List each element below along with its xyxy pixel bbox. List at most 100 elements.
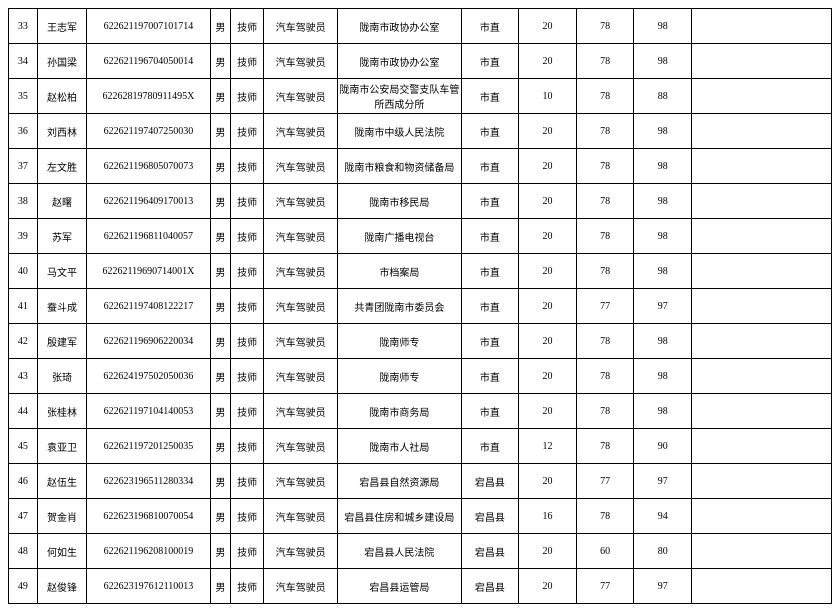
cell-idx: 45 — [9, 429, 38, 464]
cell-unit: 共青团陇南市委员会 — [338, 289, 461, 324]
cell-id: 622623197612110013 — [87, 569, 210, 604]
cell-id: 622623196511280334 — [87, 464, 210, 499]
cell-name: 赵松柏 — [37, 79, 86, 114]
cell-blank — [692, 114, 832, 149]
cell-name: 孙国梁 — [37, 44, 86, 79]
cell-s1: 20 — [519, 9, 577, 44]
cell-level: 技师 — [231, 569, 264, 604]
cell-idx: 43 — [9, 359, 38, 394]
cell-sex: 男 — [210, 79, 231, 114]
cell-idx: 41 — [9, 289, 38, 324]
cell-level: 技师 — [231, 499, 264, 534]
cell-s1: 20 — [519, 534, 577, 569]
cell-idx: 42 — [9, 324, 38, 359]
cell-job: 汽车驾驶员 — [264, 184, 338, 219]
cell-blank — [692, 394, 832, 429]
cell-name: 左文胜 — [37, 149, 86, 184]
cell-job: 汽车驾驶员 — [264, 324, 338, 359]
cell-s3: 97 — [634, 464, 692, 499]
cell-idx: 35 — [9, 79, 38, 114]
cell-id: 622621196906220034 — [87, 324, 210, 359]
cell-name: 苏军 — [37, 219, 86, 254]
table-row: 33王志军622621197007101714男技师汽车驾驶员陇南市政协办公室市… — [9, 9, 832, 44]
cell-level: 技师 — [231, 464, 264, 499]
cell-s2: 78 — [576, 114, 634, 149]
cell-name: 张琦 — [37, 359, 86, 394]
cell-s2: 60 — [576, 534, 634, 569]
cell-unit: 陇南市商务局 — [338, 394, 461, 429]
cell-area: 市直 — [461, 289, 519, 324]
table-row: 46赵伍生622623196511280334男技师汽车驾驶员宕昌县自然资源局宕… — [9, 464, 832, 499]
cell-sex: 男 — [210, 219, 231, 254]
cell-sex: 男 — [210, 289, 231, 324]
cell-name: 赵伍生 — [37, 464, 86, 499]
table-row: 35赵松柏62262819780911495X男技师汽车驾驶员陇南市公安局交警支… — [9, 79, 832, 114]
cell-s3: 98 — [634, 254, 692, 289]
cell-id: 622621197407250030 — [87, 114, 210, 149]
cell-s3: 98 — [634, 149, 692, 184]
cell-name: 何如生 — [37, 534, 86, 569]
cell-area: 市直 — [461, 324, 519, 359]
cell-s2: 78 — [576, 219, 634, 254]
table-body: 33王志军622621197007101714男技师汽车驾驶员陇南市政协办公室市… — [9, 9, 832, 604]
cell-idx: 48 — [9, 534, 38, 569]
cell-s3: 98 — [634, 359, 692, 394]
cell-level: 技师 — [231, 359, 264, 394]
cell-idx: 34 — [9, 44, 38, 79]
table-row: 36刘西林622621197407250030男技师汽车驾驶员陇南市中级人民法院… — [9, 114, 832, 149]
table-row: 41蚕斗成622621197408122217男技师汽车驾驶员共青团陇南市委员会… — [9, 289, 832, 324]
cell-idx: 33 — [9, 9, 38, 44]
cell-area: 市直 — [461, 44, 519, 79]
cell-idx: 44 — [9, 394, 38, 429]
cell-s2: 78 — [576, 9, 634, 44]
cell-name: 袁亚卫 — [37, 429, 86, 464]
cell-id: 622621196811040057 — [87, 219, 210, 254]
cell-s1: 10 — [519, 79, 577, 114]
cell-blank — [692, 79, 832, 114]
cell-s1: 20 — [519, 149, 577, 184]
cell-blank — [692, 569, 832, 604]
cell-blank — [692, 254, 832, 289]
cell-s3: 97 — [634, 569, 692, 604]
cell-sex: 男 — [210, 44, 231, 79]
cell-unit: 陇南市人社局 — [338, 429, 461, 464]
cell-job: 汽车驾驶员 — [264, 394, 338, 429]
cell-s1: 20 — [519, 44, 577, 79]
cell-unit: 陇南市移民局 — [338, 184, 461, 219]
cell-idx: 37 — [9, 149, 38, 184]
table-row: 49赵俊锋622623197612110013男技师汽车驾驶员宕昌县运管局宕昌县… — [9, 569, 832, 604]
cell-name: 王志军 — [37, 9, 86, 44]
cell-job: 汽车驾驶员 — [264, 499, 338, 534]
cell-sex: 男 — [210, 149, 231, 184]
cell-blank — [692, 219, 832, 254]
personnel-table: 33王志军622621197007101714男技师汽车驾驶员陇南市政协办公室市… — [8, 8, 832, 604]
cell-blank — [692, 324, 832, 359]
cell-blank — [692, 44, 832, 79]
cell-level: 技师 — [231, 9, 264, 44]
cell-blank — [692, 9, 832, 44]
cell-job: 汽车驾驶员 — [264, 534, 338, 569]
cell-job: 汽车驾驶员 — [264, 149, 338, 184]
cell-s1: 20 — [519, 219, 577, 254]
cell-sex: 男 — [210, 429, 231, 464]
cell-sex: 男 — [210, 184, 231, 219]
cell-name: 贺金肖 — [37, 499, 86, 534]
cell-name: 刘西林 — [37, 114, 86, 149]
table-row: 45袁亚卫622621197201250035男技师汽车驾驶员陇南市人社局市直1… — [9, 429, 832, 464]
cell-s2: 78 — [576, 149, 634, 184]
table-row: 48何如生622621196208100019男技师汽车驾驶员宕昌县人民法院宕昌… — [9, 534, 832, 569]
cell-id: 622621196208100019 — [87, 534, 210, 569]
cell-name: 赵曙 — [37, 184, 86, 219]
cell-unit: 陇南市政协办公室 — [338, 9, 461, 44]
cell-level: 技师 — [231, 534, 264, 569]
cell-id: 622621197104140053 — [87, 394, 210, 429]
cell-area: 市直 — [461, 184, 519, 219]
cell-id: 62262819780911495X — [87, 79, 210, 114]
cell-blank — [692, 149, 832, 184]
cell-s1: 20 — [519, 324, 577, 359]
cell-area: 市直 — [461, 359, 519, 394]
cell-level: 技师 — [231, 324, 264, 359]
cell-id: 622621197201250035 — [87, 429, 210, 464]
cell-s1: 20 — [519, 359, 577, 394]
cell-unit: 陇南市粮食和物资储备局 — [338, 149, 461, 184]
